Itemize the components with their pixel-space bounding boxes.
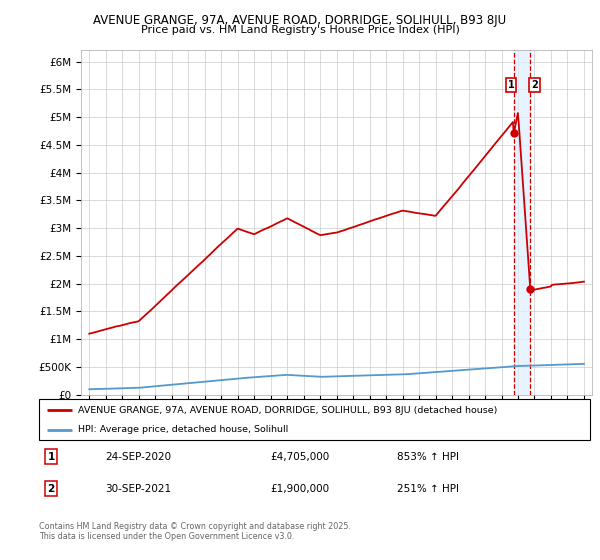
Text: 30-SEP-2021: 30-SEP-2021 <box>105 484 171 494</box>
Text: 2: 2 <box>47 484 55 494</box>
Text: 1: 1 <box>47 451 55 461</box>
Text: £4,705,000: £4,705,000 <box>271 451 329 461</box>
Text: AVENUE GRANGE, 97A, AVENUE ROAD, DORRIDGE, SOLIHULL, B93 8JU: AVENUE GRANGE, 97A, AVENUE ROAD, DORRIDG… <box>94 14 506 27</box>
Text: HPI: Average price, detached house, Solihull: HPI: Average price, detached house, Soli… <box>77 425 288 434</box>
Bar <box>514 50 530 395</box>
Text: 1: 1 <box>508 80 514 90</box>
Text: Price paid vs. HM Land Registry's House Price Index (HPI): Price paid vs. HM Land Registry's House … <box>140 25 460 35</box>
Text: 251% ↑ HPI: 251% ↑ HPI <box>397 484 459 494</box>
Text: 2: 2 <box>531 80 538 90</box>
FancyBboxPatch shape <box>39 399 590 440</box>
Text: AVENUE GRANGE, 97A, AVENUE ROAD, DORRIDGE, SOLIHULL, B93 8JU (detached house): AVENUE GRANGE, 97A, AVENUE ROAD, DORRIDG… <box>77 405 497 414</box>
Text: 853% ↑ HPI: 853% ↑ HPI <box>397 451 459 461</box>
Text: Contains HM Land Registry data © Crown copyright and database right 2025.
This d: Contains HM Land Registry data © Crown c… <box>39 522 351 542</box>
Text: 24-SEP-2020: 24-SEP-2020 <box>105 451 171 461</box>
Text: £1,900,000: £1,900,000 <box>271 484 329 494</box>
